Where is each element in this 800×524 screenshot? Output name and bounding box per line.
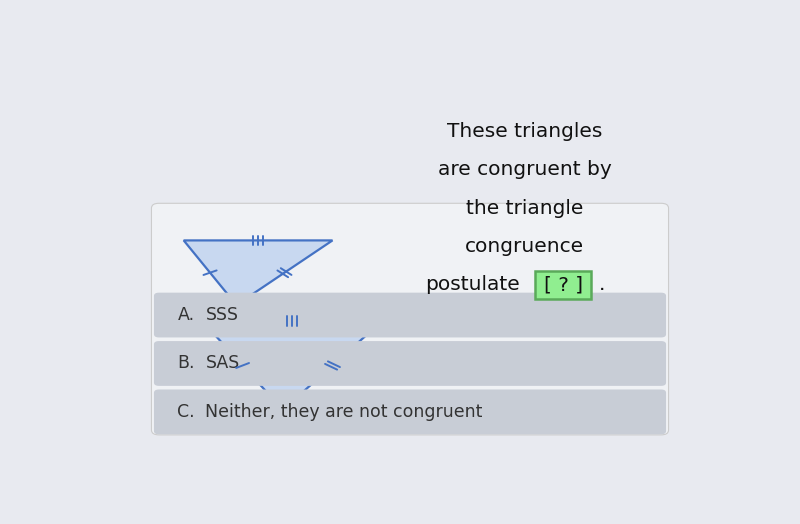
- Text: the triangle: the triangle: [466, 199, 583, 217]
- Text: These triangles: These triangles: [447, 122, 602, 141]
- Text: are congruent by: are congruent by: [438, 160, 611, 179]
- Text: Neither, they are not congruent: Neither, they are not congruent: [206, 403, 482, 421]
- FancyBboxPatch shape: [154, 341, 666, 386]
- FancyBboxPatch shape: [535, 271, 591, 299]
- FancyBboxPatch shape: [154, 389, 666, 434]
- Text: B.: B.: [178, 354, 195, 373]
- Text: SAS: SAS: [206, 354, 240, 373]
- Text: A.: A.: [178, 306, 194, 324]
- Text: [ ? ]: [ ? ]: [543, 275, 582, 294]
- FancyBboxPatch shape: [154, 293, 666, 337]
- FancyBboxPatch shape: [151, 203, 669, 435]
- Text: congruence: congruence: [465, 237, 584, 256]
- Text: postulate: postulate: [425, 275, 519, 294]
- Polygon shape: [184, 241, 333, 305]
- Text: .: .: [599, 275, 606, 294]
- Text: SSS: SSS: [206, 306, 238, 324]
- Polygon shape: [202, 321, 382, 410]
- Text: C.: C.: [178, 403, 195, 421]
